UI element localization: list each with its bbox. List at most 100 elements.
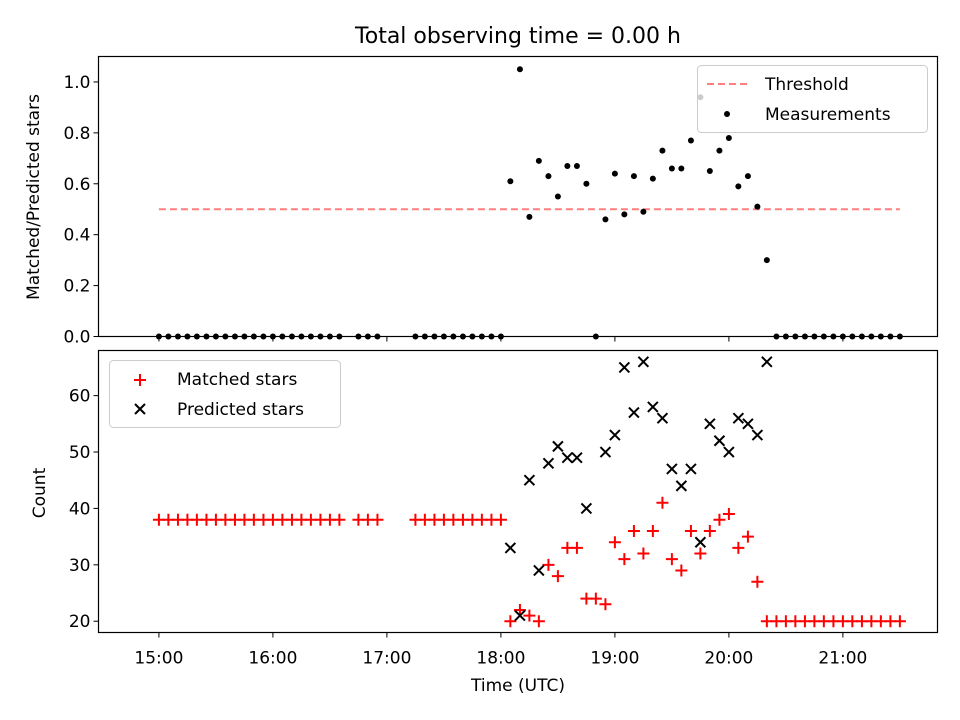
matched-point (513, 603, 526, 616)
predicted-point (694, 536, 707, 548)
top-y-tick-label: 0.6 (63, 175, 90, 195)
top-y-tick-label: 0.2 (63, 277, 90, 297)
measurement-point (649, 175, 656, 182)
bottom-y-axis: 20 30 40 50 60 (69, 387, 99, 632)
predicted-point (675, 480, 688, 492)
predicted-point (609, 429, 621, 441)
matched-point (494, 513, 507, 526)
bottom-y-tick-label: 30 (69, 556, 91, 576)
top-y-tick-label: 0.8 (63, 124, 90, 144)
matched-point (333, 513, 346, 526)
predicted-point (599, 446, 612, 458)
top-legend: Threshold Measurements (697, 65, 928, 133)
matched-point (722, 508, 735, 521)
bottom-x-tick-label: 19:00 (590, 649, 639, 669)
bottom-legend: Matched stars Predicted stars (109, 360, 341, 428)
predicted-point (504, 542, 517, 554)
top-plot-frame (97, 55, 939, 338)
measurement-point (630, 173, 637, 180)
predicted-point (647, 401, 659, 413)
chart-title: Total observing time = 0.00 h (354, 24, 681, 49)
top-x-axis-ticks (158, 336, 844, 342)
matched-point (371, 513, 384, 526)
matched-point (570, 541, 583, 554)
measurement-point (507, 178, 514, 185)
matched-legend-label: Matched stars (177, 370, 297, 390)
top-y-tick-label: 1.0 (63, 73, 90, 93)
measurement-point (583, 180, 590, 187)
measurement-point (611, 170, 618, 177)
predicted-point (666, 463, 678, 475)
predicted-point (542, 457, 555, 470)
measurement-point (573, 162, 580, 169)
predicted-legend-label: Predicted stars (177, 400, 304, 420)
measurement-point (735, 183, 742, 190)
matched-point (656, 496, 669, 509)
measurement-point (706, 168, 713, 175)
matched-point (741, 530, 754, 543)
bottom-y-tick-label: 50 (69, 443, 91, 463)
matched-point (893, 615, 906, 628)
matched-point (542, 558, 555, 571)
bottom-x-tick-label: 20:00 (704, 649, 753, 669)
matched-point (713, 513, 726, 526)
measurement-point (725, 134, 732, 141)
predicted-point (552, 440, 564, 453)
predicted-point (533, 564, 545, 577)
measurement-point (621, 211, 628, 218)
predicted-point (571, 451, 583, 464)
measurements-legend-swatch (724, 111, 730, 117)
measurements-legend-label: Measurements (765, 105, 891, 125)
predicted-point (742, 418, 754, 430)
measurement-point (640, 208, 647, 215)
predicted-point (713, 435, 726, 447)
measurement-point (754, 203, 761, 210)
matched-point (589, 592, 602, 605)
top-y-axis: 0.0 0.2 0.4 0.6 0.8 1.0 (63, 73, 99, 348)
measurement-point (763, 257, 770, 264)
bottom-y-tick-label: 40 (69, 499, 91, 519)
matched-point (732, 541, 745, 554)
bottom-y-tick-label: 60 (69, 387, 91, 407)
matched-point (751, 575, 764, 588)
measurement-point (545, 173, 552, 180)
matched-point (646, 524, 659, 537)
predicted-point (561, 451, 574, 464)
matched-point (703, 524, 716, 537)
bottom-x-tick-label: 18:00 (476, 649, 525, 669)
bottom-x-tick-label: 16:00 (248, 649, 297, 669)
predicted-point (751, 429, 764, 441)
matched-point (627, 524, 640, 537)
predicted-point (514, 609, 526, 622)
bottom-plot-frame (97, 349, 939, 634)
measurement-point (659, 147, 666, 154)
predicted-point (761, 356, 773, 368)
measurement-point (687, 137, 694, 144)
measurement-point (516, 66, 523, 73)
measurement-point (602, 216, 609, 223)
predicted-point (637, 356, 650, 368)
matched-point (504, 615, 517, 628)
matched-point (637, 547, 650, 560)
measurement-point (564, 162, 571, 169)
bottom-x-axis: 15:00 16:00 17:00 18:00 19:00 20:00 21:00 (134, 632, 867, 669)
matched-point (618, 553, 631, 566)
top-y-tick-label: 0.0 (63, 328, 90, 348)
predicted-point (732, 412, 745, 424)
matched-point (599, 598, 612, 611)
x-axis-label: Time (UTC) (470, 676, 565, 696)
top-plot: 0.0 0.2 0.4 0.6 0.8 1.0 Matched/Predicted sta… (24, 55, 939, 348)
measurement-point (554, 193, 561, 200)
bottom-legend-box (109, 360, 341, 428)
predicted-point (580, 502, 593, 515)
predicted-series (504, 356, 773, 622)
predicted-point (723, 446, 735, 458)
bottom-x-tick-label: 15:00 (134, 649, 183, 669)
predicted-point (618, 361, 631, 374)
predicted-point (685, 463, 697, 475)
matched-point (665, 553, 678, 566)
matched-point (694, 547, 707, 560)
matched-point (551, 570, 564, 583)
top-y-tick-label: 0.4 (63, 226, 90, 246)
